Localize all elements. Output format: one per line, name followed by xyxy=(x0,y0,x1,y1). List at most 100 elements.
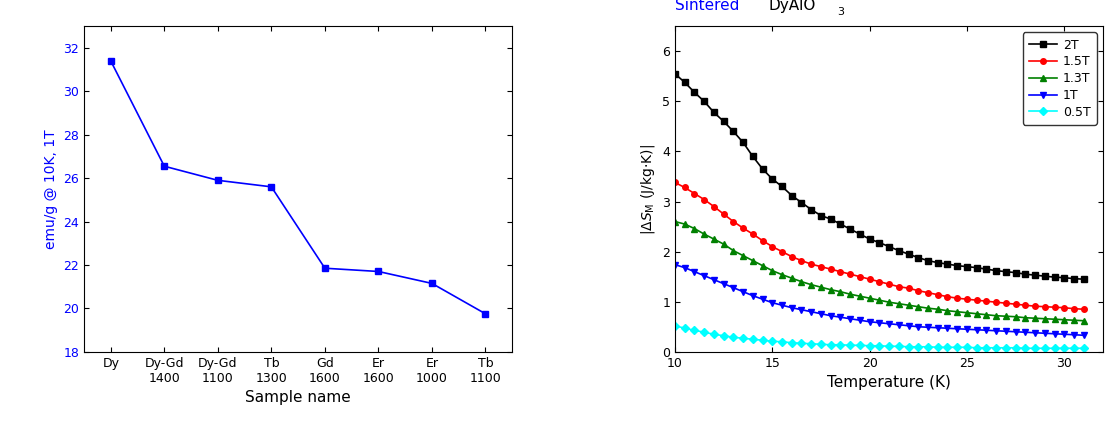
1T xyxy=(951,326,964,331)
1.3T xyxy=(795,279,809,284)
1.3T xyxy=(756,263,769,268)
0.5T xyxy=(1038,346,1052,351)
1T xyxy=(804,309,818,314)
1T xyxy=(989,328,1002,333)
0.5T xyxy=(775,339,788,344)
1.3T xyxy=(1028,316,1042,321)
0.5T xyxy=(970,345,983,350)
2T xyxy=(707,110,720,115)
2T xyxy=(980,267,993,272)
1T xyxy=(688,269,701,274)
1.5T xyxy=(872,279,886,284)
1.5T xyxy=(678,185,691,190)
2T xyxy=(833,222,847,227)
1.3T xyxy=(941,308,954,313)
1T xyxy=(833,315,847,320)
1T xyxy=(795,307,809,312)
1.3T xyxy=(922,305,935,311)
1T xyxy=(883,321,896,326)
1.3T xyxy=(1018,315,1032,320)
1.3T xyxy=(872,298,886,303)
1.3T xyxy=(902,302,915,308)
1.5T xyxy=(902,285,915,291)
2T xyxy=(893,248,906,253)
2T xyxy=(756,166,769,172)
1.5T xyxy=(1018,302,1032,308)
0.5T xyxy=(912,344,925,350)
2T xyxy=(814,213,828,218)
2T xyxy=(922,258,935,263)
1.5T xyxy=(736,225,749,231)
Text: DyAlO: DyAlO xyxy=(768,0,815,13)
1T xyxy=(1018,329,1032,335)
0.5T xyxy=(717,333,730,338)
1T xyxy=(1048,331,1062,336)
0.5T xyxy=(669,323,682,328)
1.3T xyxy=(678,222,691,227)
1.5T xyxy=(766,244,780,249)
0.5T xyxy=(1067,346,1081,351)
1.5T xyxy=(833,269,847,274)
2T xyxy=(698,99,711,104)
2T xyxy=(951,263,964,268)
1.3T xyxy=(698,232,711,237)
1T xyxy=(999,329,1012,334)
1.3T xyxy=(912,304,925,309)
0.5T xyxy=(862,343,876,348)
0.5T xyxy=(853,343,867,348)
0.5T xyxy=(1018,346,1032,351)
2T xyxy=(872,240,886,245)
Y-axis label: $|\Delta S_{\rm M}\ \rm (J/kg{\cdot}K)|$: $|\Delta S_{\rm M}\ \rm (J/kg{\cdot}K)|$ xyxy=(638,143,656,235)
1.3T xyxy=(717,242,730,247)
1.5T xyxy=(746,232,759,237)
1T xyxy=(785,305,799,310)
1.3T xyxy=(785,276,799,281)
1.5T xyxy=(853,274,867,279)
0.5T xyxy=(746,336,759,342)
2T xyxy=(746,154,759,159)
2T xyxy=(1018,271,1032,277)
0.5T xyxy=(785,340,799,345)
1.3T xyxy=(736,253,749,258)
2T xyxy=(727,129,740,134)
1T xyxy=(941,326,954,331)
2T xyxy=(766,177,780,182)
2T xyxy=(883,244,896,249)
1.3T xyxy=(707,236,720,242)
0.5T xyxy=(1048,346,1062,351)
1.5T xyxy=(999,301,1012,306)
2T xyxy=(785,193,799,198)
1.3T xyxy=(1057,317,1071,323)
1.5T xyxy=(843,271,857,277)
2T xyxy=(862,236,876,242)
0.5T xyxy=(999,345,1012,350)
1T xyxy=(970,327,983,333)
0.5T xyxy=(766,339,780,344)
1T xyxy=(1077,333,1091,338)
0.5T xyxy=(804,341,818,347)
1.3T xyxy=(1048,316,1062,322)
1.3T xyxy=(824,287,838,292)
0.5T xyxy=(727,335,740,340)
1T xyxy=(669,262,682,267)
0.5T xyxy=(736,336,749,341)
1.5T xyxy=(1038,304,1052,309)
2T xyxy=(902,252,915,257)
1.3T xyxy=(980,312,993,317)
2T xyxy=(804,207,818,212)
0.5T xyxy=(756,338,769,343)
1.3T xyxy=(862,295,876,301)
1.5T xyxy=(951,295,964,301)
2T xyxy=(912,255,925,260)
1.5T xyxy=(1048,305,1062,310)
2T xyxy=(669,71,682,76)
1.3T xyxy=(1067,318,1081,323)
0.5T xyxy=(893,343,906,349)
1T xyxy=(678,265,691,270)
1T xyxy=(698,273,711,278)
1.5T xyxy=(989,300,1002,305)
1T xyxy=(980,328,993,333)
0.5T xyxy=(931,345,944,350)
1.3T xyxy=(843,291,857,297)
0.5T xyxy=(872,343,886,348)
